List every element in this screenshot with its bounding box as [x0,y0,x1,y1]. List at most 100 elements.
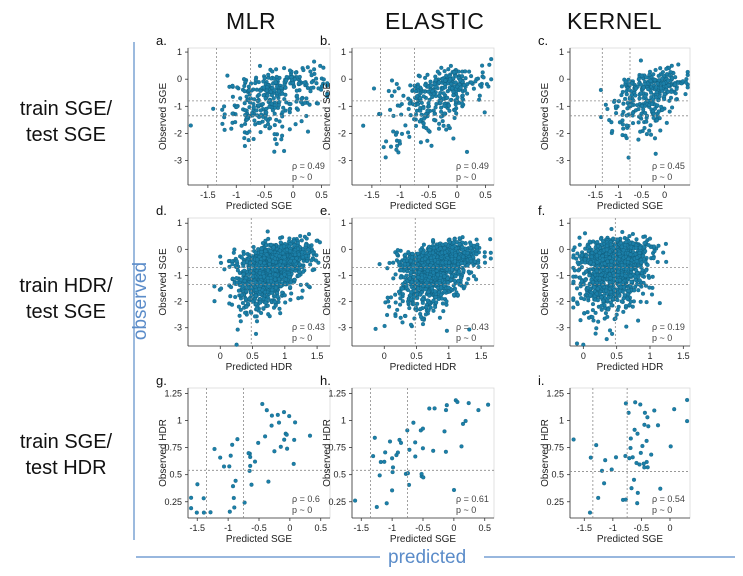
data-point [388,107,393,112]
data-point [578,318,583,323]
data-point [308,69,313,74]
data-point [270,69,275,74]
data-point [211,106,216,111]
data-point [623,133,628,138]
data-point [287,68,293,73]
y-tick-label: 0 [559,74,564,84]
data-point [446,285,451,290]
y-axis-label: Observed SGE [322,248,333,316]
data-points [373,235,493,333]
y-tick-label: -3 [556,156,564,166]
data-point [450,86,455,91]
data-point [626,288,631,293]
data-point [630,231,635,237]
x-axis-label: Predicted SGE [226,201,292,212]
y-tick-label: -1 [338,101,346,111]
data-point [234,276,239,281]
data-point [439,292,444,297]
data-point [275,294,280,299]
data-point [274,141,279,147]
data-point [271,96,276,101]
data-point [218,254,223,259]
data-point [257,270,262,276]
data-point [642,241,647,246]
data-point [420,296,425,301]
y-tick-label: 1 [559,47,564,57]
data-point [674,97,679,102]
data-point [235,85,240,90]
x-tick-label: 0 [382,351,387,361]
data-point [596,319,601,324]
data-point [442,69,447,74]
data-point [400,282,405,287]
data-point [421,242,426,247]
data-point [273,137,278,142]
data-point [234,104,239,109]
data-point [604,337,609,342]
data-point [420,300,425,305]
data-point [664,72,670,77]
data-point [465,263,470,268]
data-point [242,108,248,113]
data-point [633,93,638,98]
data-point [442,289,447,294]
data-point [446,123,451,128]
data-point [261,93,266,98]
data-point [459,101,465,106]
data-point [391,260,396,265]
data-point [638,114,643,119]
data-point [381,145,386,150]
data-point [300,250,305,255]
data-point [467,69,472,74]
data-point [314,76,319,81]
data-point [317,240,322,245]
x-tick-label: -0.5 [634,190,650,200]
data-point [313,258,319,263]
data-point [658,66,663,71]
data-point [302,100,307,105]
data-point [427,293,432,298]
data-point [425,138,430,143]
data-point [447,108,452,113]
data-point [295,107,300,112]
data-point [446,103,452,108]
data-point [305,85,310,91]
data-point [397,103,402,108]
data-point [253,331,259,336]
data-point [244,304,249,309]
data-point [462,83,467,88]
data-point [439,109,444,114]
data-point [298,233,303,239]
y-tick-label: -3 [174,323,182,333]
data-point [660,107,665,112]
data-point [428,263,433,268]
data-point [644,75,649,80]
data-point [595,239,600,245]
data-point [649,292,655,297]
panel-label: b. [320,33,331,48]
data-point [306,232,312,237]
data-point [460,93,465,98]
data-point [415,102,421,107]
data-point [251,101,256,107]
data-point [466,269,471,274]
data-point [418,306,423,312]
data-point [463,69,468,74]
data-point [416,275,421,280]
x-axis-label: Predicted HDR [390,362,457,373]
data-point [425,259,431,264]
data-point [222,127,227,132]
data-point [626,155,631,160]
data-point [287,127,292,132]
data-point [277,306,282,311]
data-point [427,275,432,280]
data-point [251,105,256,110]
data-point [685,69,690,75]
data-point [288,249,293,254]
data-point [423,256,428,261]
y-tick-label: -2 [338,297,346,307]
data-point [438,100,443,106]
data-point [636,77,641,82]
data-point [428,305,433,310]
data-point [421,94,426,99]
